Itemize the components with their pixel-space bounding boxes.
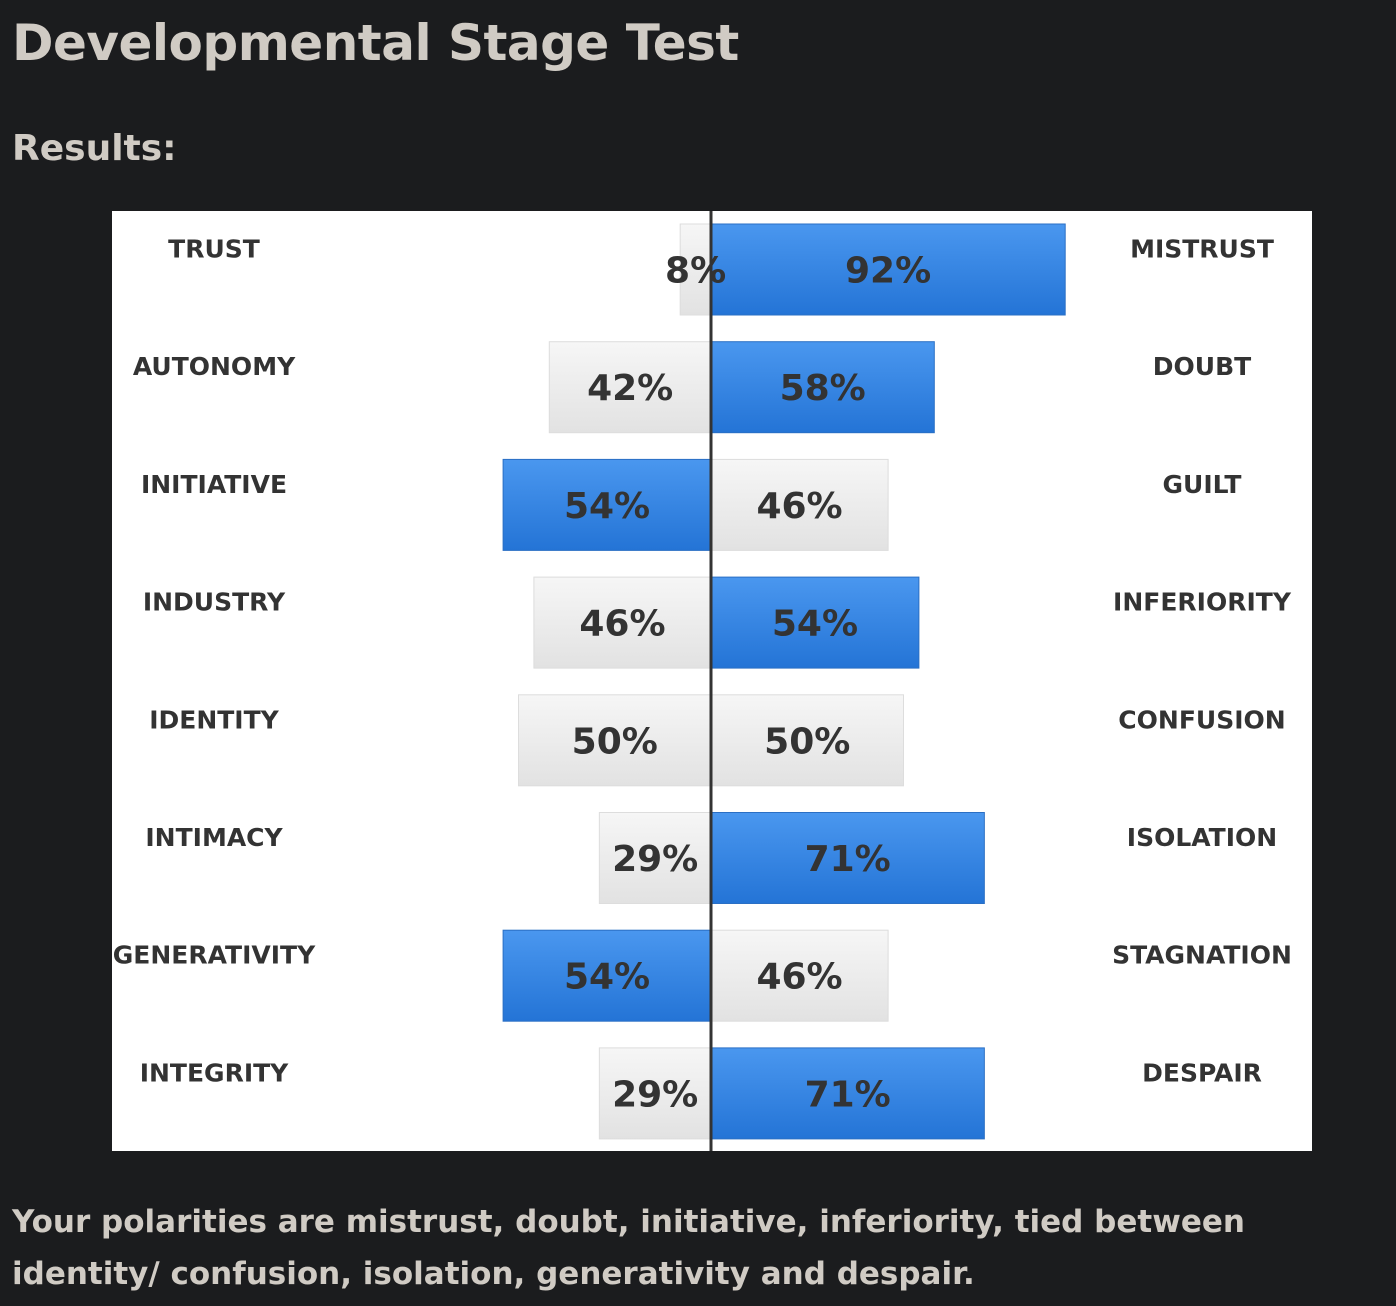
pole-label-autonomy: AUTONOMY	[133, 352, 296, 381]
value-label-left-initiative: 54%	[564, 486, 650, 527]
value-label-right-guilt: 46%	[756, 486, 842, 527]
polarity-chart: 8% 92% TRUST MISTRUST 42% 58% AUTONOMY DOUBT 54%…	[112, 211, 1312, 1151]
bar-left-integrity	[598, 1047, 712, 1140]
pole-label-industry: INDUSTRY	[143, 588, 286, 617]
pole-label-guilt: GUILT	[1163, 470, 1242, 499]
value-label-right-stagnation: 46%	[756, 957, 842, 998]
pole-label-mistrust: MISTRUST	[1130, 235, 1274, 264]
bar-left-autonomy	[548, 341, 712, 434]
value-label-right-doubt: 58%	[780, 368, 866, 409]
pole-label-trust: TRUST	[168, 235, 260, 264]
pole-label-confusion: CONFUSION	[1118, 705, 1285, 734]
value-label-right-inferiority: 54%	[772, 604, 858, 645]
value-label-right-mistrust: 92%	[845, 251, 931, 292]
pole-label-integrity: INTEGRITY	[140, 1058, 289, 1087]
value-label-left-industry: 46%	[579, 604, 665, 645]
value-label-right-confusion: 50%	[764, 721, 850, 762]
pole-label-isolation: ISOLATION	[1127, 823, 1277, 852]
bar-right-stagnation	[710, 929, 889, 1022]
bar-right-mistrust	[710, 223, 1066, 316]
results-summary: Your polarities are mistrust, doubt, ini…	[12, 1204, 1245, 1292]
bar-right-guilt	[710, 458, 889, 551]
bar-right-inferiority	[710, 576, 920, 669]
pole-label-stagnation: STAGNATION	[1112, 941, 1292, 970]
pole-label-doubt: DOUBT	[1153, 352, 1251, 381]
value-label-left-autonomy: 42%	[587, 368, 673, 409]
pole-label-initiative: INITIATIVE	[141, 470, 287, 499]
pole-label-identity: IDENTITY	[149, 705, 279, 734]
bar-left-identity	[518, 694, 712, 787]
bar-left-initiative	[502, 458, 712, 551]
value-label-left-generativity: 54%	[564, 957, 650, 998]
value-label-right-isolation: 71%	[805, 839, 891, 880]
bar-right-confusion	[710, 694, 904, 787]
value-label-right-despair: 71%	[805, 1074, 891, 1115]
bar-right-isolation	[710, 812, 985, 904]
value-label-left-identity: 50%	[572, 721, 658, 762]
pole-label-inferiority: INFERIORITY	[1113, 588, 1292, 617]
page-title: Developmental Stage Test	[12, 14, 739, 72]
results-heading: Results:	[12, 128, 177, 169]
bar-left-generativity	[502, 929, 712, 1022]
pole-label-intimacy: INTIMACY	[145, 823, 283, 852]
polarity-chart-svg: 8% 92% TRUST MISTRUST 42% 58% AUTONOMY DOUBT 54%…	[113, 211, 1292, 1151]
value-label-left-trust: 8%	[665, 251, 726, 292]
value-label-left-intimacy: 29%	[612, 839, 698, 880]
bar-right-doubt	[710, 341, 935, 434]
pole-label-generativity: GENERATIVITY	[113, 941, 316, 970]
bar-left-industry	[533, 576, 712, 669]
pole-label-despair: DESPAIR	[1142, 1058, 1262, 1087]
value-label-left-integrity: 29%	[612, 1074, 698, 1115]
bar-left-trust	[679, 223, 712, 316]
